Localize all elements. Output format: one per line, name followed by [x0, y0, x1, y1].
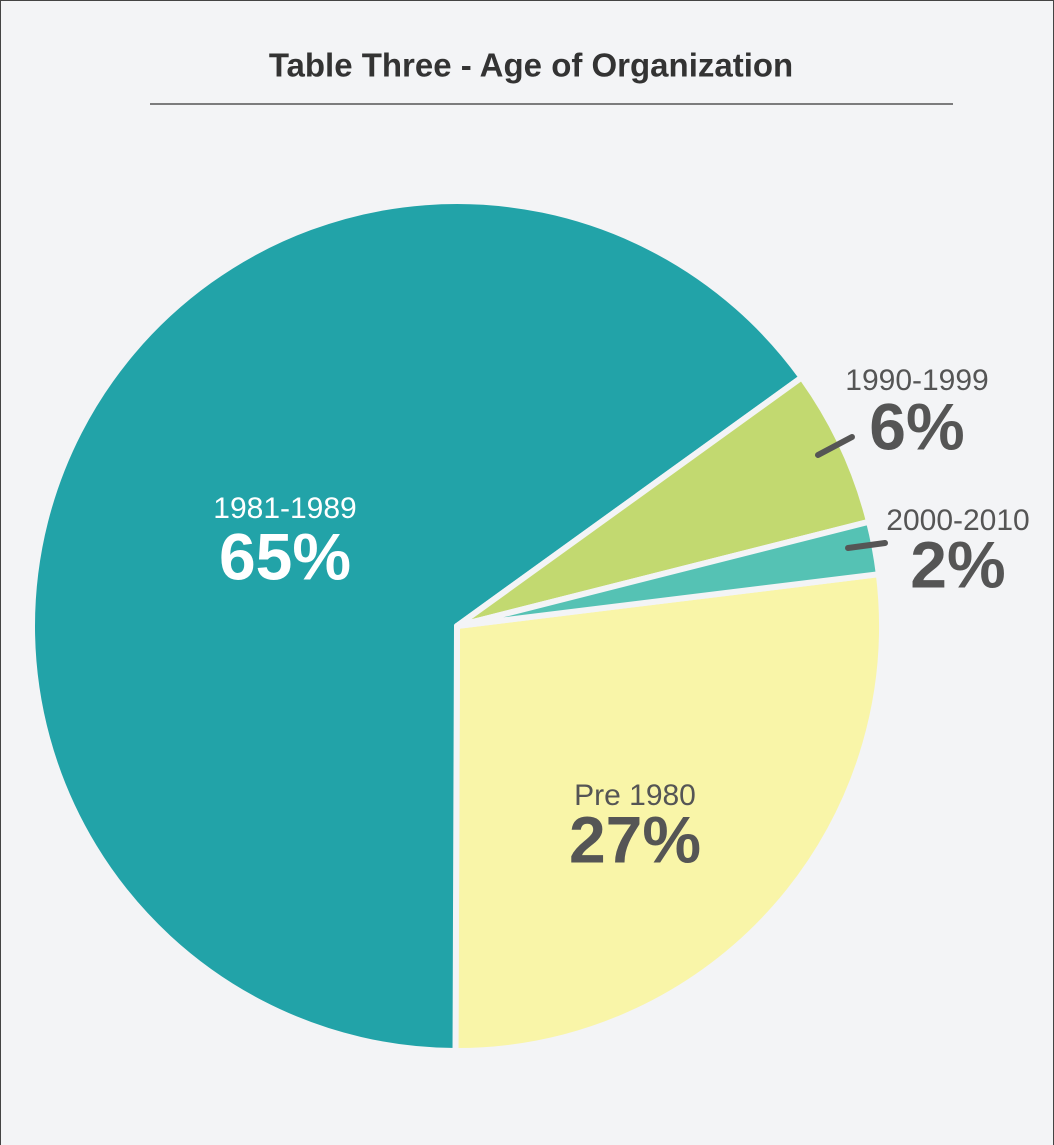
- slice-label: 2000-2010: [886, 504, 1029, 537]
- pie-slice: [452, 571, 885, 1055]
- slice-label: 1981-1989: [213, 492, 356, 525]
- pie-slice: [454, 374, 873, 629]
- value-label: 27%: [569, 802, 701, 876]
- pie-slice: [29, 198, 805, 1054]
- chart-title: Table Three - Age of Organization: [269, 47, 793, 84]
- leader-line: [815, 434, 855, 458]
- value-label: 6%: [869, 389, 964, 463]
- slice-label: Pre 1980: [574, 779, 696, 812]
- value-label: 65%: [219, 519, 351, 593]
- pie-slice: [454, 518, 882, 629]
- slice-label: 1990-1999: [845, 364, 988, 397]
- leader-line: [845, 540, 888, 551]
- value-label: 2%: [910, 527, 1005, 601]
